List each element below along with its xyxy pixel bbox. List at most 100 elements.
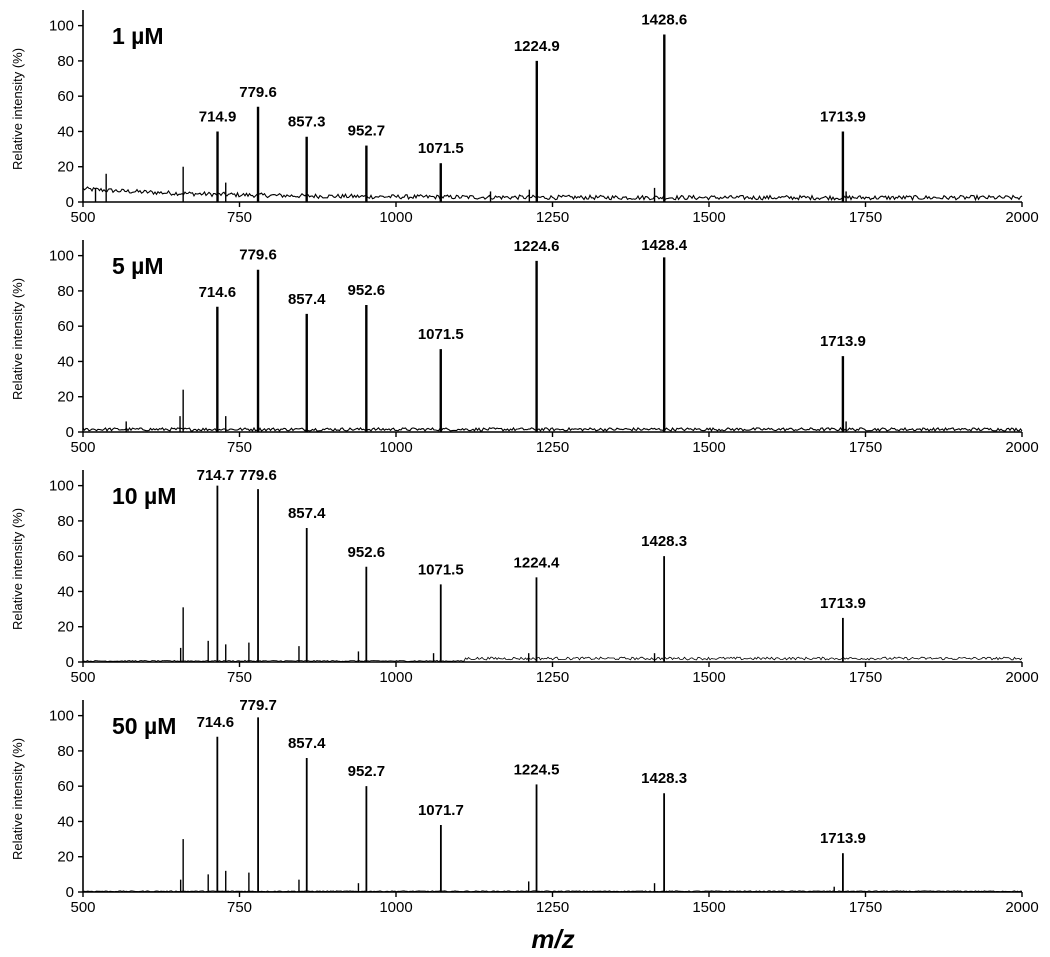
x-tick-label: 750 <box>227 209 252 226</box>
x-tick-label: 1750 <box>849 209 882 226</box>
y-tick-label: 80 <box>57 513 74 530</box>
peak-label: 857.4 <box>288 291 326 308</box>
y-tick-label: 100 <box>49 708 74 725</box>
concentration-label: 1 µM <box>112 23 164 49</box>
x-tick-label: 1250 <box>536 669 569 686</box>
peak-label: 1713.9 <box>820 108 866 125</box>
baseline-trace <box>82 656 1023 662</box>
x-tick-label: 750 <box>227 669 252 686</box>
x-axis-label: m/z <box>531 924 574 954</box>
peak-label: 779.6 <box>239 247 277 264</box>
y-axis-label: Relative intensity (%) <box>10 48 25 170</box>
spectrum-panel-3: 714.7 779.6 857.4 952.6 1071.5 1224.4 1428.3 17… <box>10 467 1039 686</box>
peak-label: 1428.3 <box>641 533 687 550</box>
x-tick-label: 1250 <box>536 899 569 916</box>
concentration-label: 10 µM <box>112 483 176 509</box>
y-tick-label: 60 <box>57 548 74 565</box>
peak-label: 714.6 <box>199 284 237 301</box>
spectrum-panel-2: 714.6 779.6 857.4 952.6 1071.5 1224.6 1428.4 17… <box>10 237 1039 456</box>
peak-label: 1071.7 <box>418 802 464 819</box>
peak-label: 779.6 <box>239 84 277 101</box>
x-tick-label: 1750 <box>849 669 882 686</box>
y-tick-label: 60 <box>57 318 74 335</box>
y-tick-label: 80 <box>57 283 74 300</box>
peak-label: 1071.5 <box>418 140 464 157</box>
peak-label: 1428.4 <box>641 237 688 254</box>
x-tick-label: 2000 <box>1005 669 1038 686</box>
x-tick-label: 500 <box>70 669 95 686</box>
y-tick-label: 40 <box>57 353 74 370</box>
y-tick-label: 40 <box>57 813 74 830</box>
peak-label: 1428.6 <box>641 11 687 28</box>
y-tick-label: 100 <box>49 478 74 495</box>
peak-label: 1428.3 <box>641 770 687 787</box>
x-tick-label: 750 <box>227 439 252 456</box>
concentration-label: 50 µM <box>112 713 176 739</box>
y-tick-label: 100 <box>49 248 74 265</box>
y-axis-label: Relative intensity (%) <box>10 278 25 400</box>
peak-label: 1224.6 <box>514 238 560 255</box>
peak-label: 1071.5 <box>418 326 464 343</box>
x-tick-label: 1750 <box>849 439 882 456</box>
y-tick-label: 20 <box>57 619 74 636</box>
x-tick-label: 1500 <box>692 899 725 916</box>
concentration-label: 5 µM <box>112 253 164 279</box>
y-tick-label: 40 <box>57 123 74 140</box>
x-tick-label: 1250 <box>536 439 569 456</box>
y-tick-label: 20 <box>57 389 74 406</box>
peak-label: 714.9 <box>199 108 237 125</box>
y-tick-label: 0 <box>66 654 74 671</box>
x-tick-label: 1000 <box>379 899 412 916</box>
peak-label: 952.7 <box>348 123 386 140</box>
peak-label: 714.7 <box>197 467 235 484</box>
y-tick-label: 0 <box>66 884 74 901</box>
peak-label: 779.7 <box>239 697 277 714</box>
peak-label: 857.4 <box>288 735 326 752</box>
x-tick-label: 500 <box>70 209 95 226</box>
y-tick-label: 20 <box>57 159 74 176</box>
x-tick-label: 2000 <box>1005 899 1038 916</box>
y-tick-label: 100 <box>49 18 74 35</box>
y-tick-label: 40 <box>57 583 74 600</box>
x-tick-label: 1000 <box>379 209 412 226</box>
peak-label: 857.3 <box>288 114 326 131</box>
y-axis-label: Relative intensity (%) <box>10 738 25 860</box>
x-tick-label: 500 <box>70 899 95 916</box>
peak-label: 1713.9 <box>820 830 866 847</box>
peak-label: 952.6 <box>348 544 386 561</box>
x-tick-label: 1250 <box>536 209 569 226</box>
x-tick-label: 2000 <box>1005 439 1038 456</box>
peak-label: 952.6 <box>348 282 386 299</box>
x-tick-label: 2000 <box>1005 209 1038 226</box>
peak-label: 1071.5 <box>418 561 464 578</box>
baseline-trace <box>82 186 1023 202</box>
peak-label: 714.6 <box>197 714 235 731</box>
y-tick-label: 80 <box>57 743 74 760</box>
x-tick-label: 1500 <box>692 669 725 686</box>
x-tick-label: 1000 <box>379 439 412 456</box>
x-tick-label: 750 <box>227 899 252 916</box>
baseline-trace <box>82 426 1023 432</box>
x-tick-label: 1500 <box>692 439 725 456</box>
peak-label: 1224.5 <box>514 761 560 778</box>
x-tick-label: 1750 <box>849 899 882 916</box>
peak-label: 779.6 <box>239 467 277 484</box>
y-tick-label: 80 <box>57 53 74 70</box>
y-tick-label: 60 <box>57 88 74 105</box>
peak-label: 857.4 <box>288 505 326 522</box>
peak-label: 952.7 <box>348 763 386 780</box>
y-tick-label: 20 <box>57 849 74 866</box>
peak-label: 1713.9 <box>820 595 866 612</box>
x-tick-label: 1000 <box>379 669 412 686</box>
peak-label: 1224.9 <box>514 38 560 55</box>
y-tick-label: 0 <box>66 424 74 441</box>
y-tick-label: 60 <box>57 778 74 795</box>
x-tick-label: 1500 <box>692 209 725 226</box>
peak-label: 1713.9 <box>820 333 866 350</box>
y-axis-label: Relative intensity (%) <box>10 508 25 630</box>
y-tick-label: 0 <box>66 194 74 211</box>
peak-label: 1224.4 <box>514 554 561 571</box>
